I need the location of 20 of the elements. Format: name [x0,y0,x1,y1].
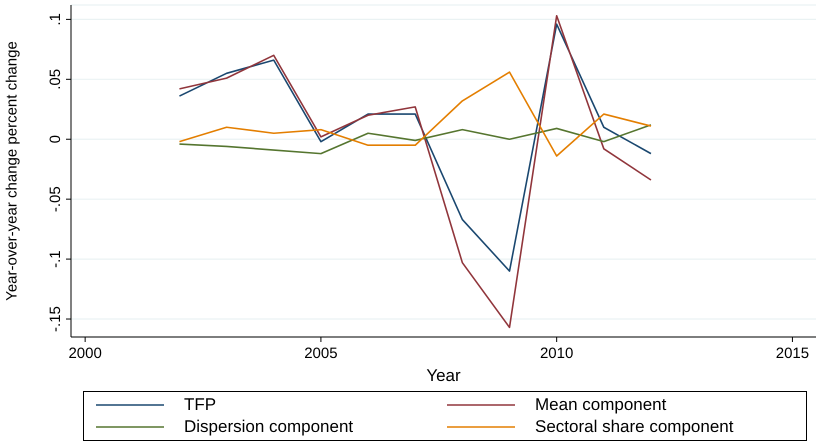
x-tick-label: 2015 [776,345,810,362]
x-tick-label: 2010 [540,345,574,362]
line-series [178,124,652,154]
y-tick-label: -.1 [47,250,64,268]
x-tick-label: 2000 [68,345,102,362]
legend-label: Mean component [535,395,666,415]
legend-label: TFP [184,395,216,415]
line-series [178,14,652,328]
y-tick-label: -.15 [47,306,64,332]
x-tick-label: 2005 [304,345,338,362]
line-series [178,23,652,272]
line-series [178,71,652,157]
y-tick-label: -.05 [47,186,64,212]
y-tick-label: .05 [47,68,64,90]
x-axis-title: Year [426,366,462,385]
legend-label: Sectoral share component [535,417,734,437]
y-tick-label: .1 [47,13,64,26]
y-axis-title: Year-over-year change percent change [3,41,20,301]
legend-label: Dispersion component [184,417,354,437]
y-tick-label: 0 [47,135,64,144]
